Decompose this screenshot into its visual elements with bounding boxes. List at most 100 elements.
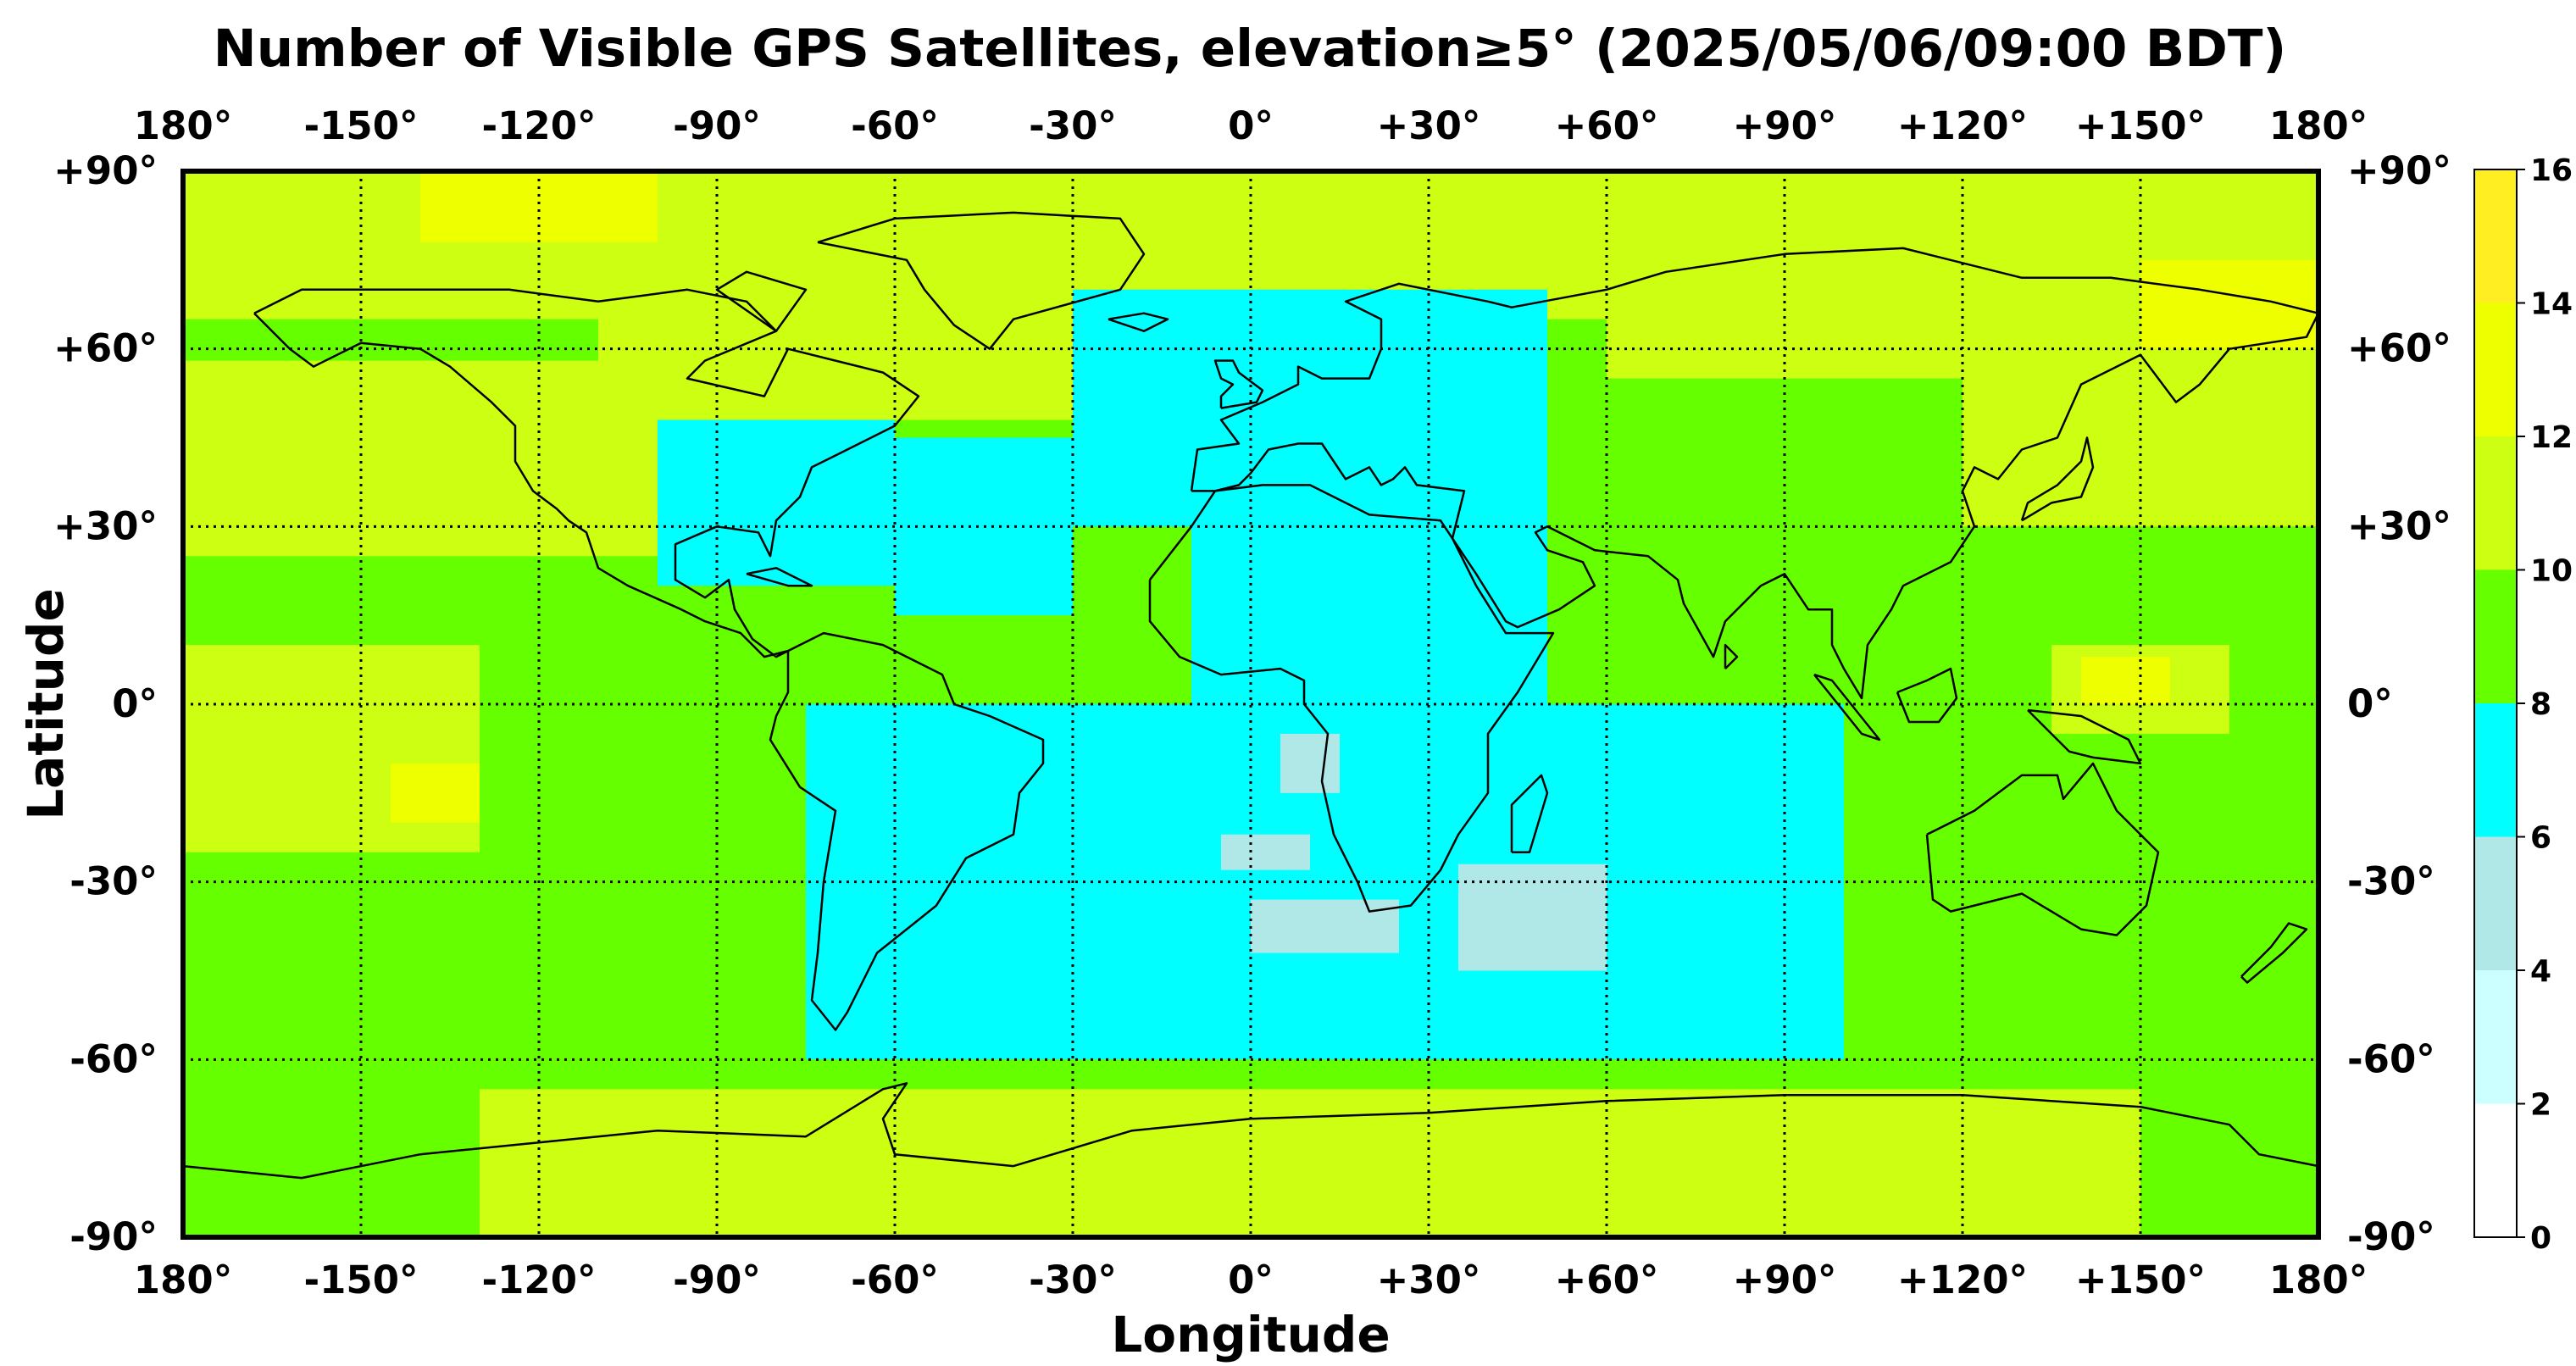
lat-tick-right: +90°	[2347, 148, 2451, 193]
x-axis-label: Longitude	[1111, 1306, 1390, 1363]
lon-tick-top: -30°	[1029, 103, 1117, 148]
colorbar-tick-label: 2	[2530, 1088, 2551, 1123]
lat-tick-right: -90°	[2347, 1214, 2435, 1259]
lon-tick-bottom: -30°	[1029, 1258, 1117, 1302]
heat-region-13	[658, 419, 895, 586]
heat-region-2	[420, 171, 658, 242]
colorbar-bin	[2474, 703, 2517, 837]
lon-tick-bottom: +60°	[1555, 1258, 1659, 1302]
colorbar-tick-label: 6	[2530, 821, 2551, 856]
lat-tick-left: +30°	[53, 503, 158, 548]
colorbar-bin	[2474, 970, 2517, 1104]
lat-tick-right: -60°	[2347, 1036, 2435, 1081]
colorbar-tick-label: 16	[2530, 153, 2573, 188]
lon-tick-top: 0°	[1228, 103, 1274, 148]
colorbar-tick-label: 10	[2530, 554, 2573, 589]
heat-region-21	[1458, 863, 1607, 971]
lon-tick-top: +120°	[1897, 103, 2028, 148]
lat-tick-right: +30°	[2347, 503, 2451, 548]
heat-region-19	[1221, 834, 1310, 870]
lat-ticks-left: +90° +60° +30° 0° -30° -60° -90°	[53, 148, 158, 1259]
lon-tick-bottom: +150°	[2075, 1258, 2206, 1302]
lat-tick-left: -90°	[69, 1214, 158, 1259]
heat-region-6	[183, 360, 658, 557]
colorbar-tick-label: 4	[2530, 954, 2551, 989]
coast-new-zealand	[2240, 922, 2308, 984]
heat-region-5	[2140, 259, 2318, 349]
coast-eurasia	[1190, 247, 2320, 700]
lon-tick-bottom: +30°	[1377, 1258, 1481, 1302]
coast-iceland	[1108, 312, 1169, 332]
y-axis-label: Latitude	[17, 588, 75, 820]
lat-tick-right: -30°	[2347, 859, 2435, 904]
lon-tick-top: -90°	[673, 103, 761, 148]
lon-tick-top: -150°	[303, 103, 418, 148]
coast-baffin	[715, 270, 808, 332]
heat-region-9	[391, 763, 480, 823]
coast-japan	[2020, 436, 2095, 522]
heat-region-7	[1963, 360, 2318, 527]
colorbar-bin	[2474, 303, 2517, 436]
colorbar	[2473, 169, 2518, 1238]
lat-tick-left: +90°	[53, 148, 158, 193]
coast-africa	[1148, 484, 1555, 913]
heat-region-11	[2081, 657, 2170, 704]
coast-greenland	[817, 211, 1146, 350]
colorbar-bin	[2474, 436, 2517, 570]
colorbar-bin	[2474, 1103, 2517, 1237]
lat-tick-right: 0°	[2347, 681, 2393, 726]
gridlines	[183, 171, 2318, 1237]
heat-region-20	[1251, 899, 1399, 953]
lon-tick-bottom: -120°	[481, 1258, 596, 1302]
lon-tick-bottom: 180°	[134, 1258, 232, 1302]
colorbar-bin	[2474, 569, 2517, 703]
map-frame	[180, 169, 2321, 1240]
map-title: Number of Visible GPS Satellites, elevat…	[214, 19, 2287, 79]
lon-ticks-top: 180° -150° -120° -90° -60° -30° 0° +30° +60° +90°…	[134, 103, 2368, 148]
heat-region-15	[1073, 289, 1547, 527]
coast-north-america	[253, 288, 920, 658]
coastlines	[182, 211, 2320, 1180]
lon-tick-top: 180°	[134, 103, 232, 148]
lon-tick-top: -120°	[481, 103, 596, 148]
lon-tick-bottom: -90°	[673, 1258, 761, 1302]
coast-sri-lanka	[1724, 643, 1739, 669]
lat-tick-left: +60°	[53, 326, 158, 371]
coast-antarctica	[182, 1082, 2319, 1180]
lon-ticks-bottom: 180° -150° -120° -90° -60° -30° 0° +30° +60° +90°…	[134, 1258, 2368, 1302]
lon-tick-top: +150°	[2075, 103, 2206, 148]
lon-tick-bottom: 0°	[1228, 1258, 1274, 1302]
lon-tick-bottom: +90°	[1733, 1258, 1837, 1302]
lon-tick-bottom: -150°	[303, 1258, 418, 1302]
lon-tick-top: 180°	[2269, 103, 2368, 148]
colorbar-tick-label: 0	[2530, 1221, 2551, 1256]
lon-tick-top: -60°	[851, 103, 939, 148]
coast-madagascar	[1510, 774, 1549, 853]
lat-tick-left: -60°	[69, 1036, 158, 1081]
colorbar-bin	[2474, 836, 2517, 970]
colorbar-bin	[2474, 169, 2517, 303]
coast-cuba	[746, 567, 813, 587]
coast-south-america	[769, 631, 1045, 1031]
lon-tick-bottom: 180°	[2269, 1258, 2368, 1302]
lat-tick-left: 0°	[112, 681, 158, 726]
colorbar-tick-label: 8	[2530, 687, 2551, 722]
coast-sumatra	[1813, 673, 1881, 741]
heat-region-12	[480, 1089, 2140, 1237]
lon-tick-bottom: -60°	[851, 1258, 939, 1302]
coast-borneo	[1896, 667, 1958, 724]
lat-tick-left: -30°	[69, 859, 158, 904]
lon-tick-top: +60°	[1555, 103, 1659, 148]
colorbar-tick-label: 14	[2530, 287, 2573, 322]
lon-tick-top: +90°	[1733, 103, 1837, 148]
lon-tick-top: +30°	[1377, 103, 1481, 148]
heat-region-18	[1280, 733, 1340, 793]
coast-uk	[1213, 359, 1264, 409]
coast-new-guinea	[2027, 708, 2142, 765]
lat-tick-right: +60°	[2347, 326, 2451, 371]
lat-ticks-right: +90° +60° +30° 0° -30° -60° -90°	[2347, 148, 2451, 1259]
lon-tick-bottom: +120°	[1897, 1258, 2028, 1302]
colorbar-ticks: 16 14 12 10 8 6 4 2 0	[2517, 153, 2573, 1256]
coast-australia	[1925, 762, 2160, 936]
